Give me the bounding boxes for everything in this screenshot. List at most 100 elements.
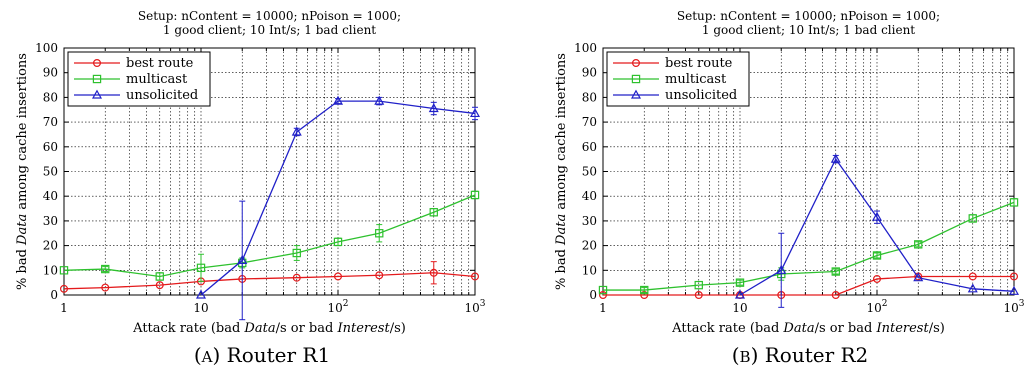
circle-marker <box>694 291 703 300</box>
circle-marker <box>1009 272 1018 281</box>
label-part: Data <box>15 214 30 246</box>
square-marker <box>631 74 641 84</box>
legend-label: unsolicited <box>665 88 737 103</box>
legend-label: best route <box>126 56 194 71</box>
y-tick-label: 0 <box>589 288 597 302</box>
series-line <box>603 201 1015 291</box>
square-marker <box>735 278 745 287</box>
triangle-marker <box>91 89 103 99</box>
circle-marker <box>831 291 840 300</box>
circle-marker <box>155 281 164 290</box>
series-unsolicited <box>195 95 481 321</box>
caption-part: ( <box>194 343 202 367</box>
tick-exponent: 2 <box>882 299 888 309</box>
circle-marker <box>375 271 384 280</box>
x-tick-label: 103 <box>464 299 485 315</box>
y-tick-label: 70 <box>43 115 58 129</box>
caption-part: ( <box>732 343 740 367</box>
tick-exponent: 3 <box>480 299 486 309</box>
x-axis-label: Attack rate (bad Data/s or bad Interest/… <box>671 321 945 336</box>
label-part: Data <box>554 214 569 246</box>
circle-marker <box>471 272 480 281</box>
square-marker <box>640 285 649 295</box>
triangle-marker <box>913 272 924 282</box>
legend-label: multicast <box>665 72 727 87</box>
circle-marker <box>59 284 68 293</box>
y-tick-label: 100 <box>574 41 597 55</box>
square-marker <box>1009 198 1019 207</box>
triangle-marker <box>428 103 439 113</box>
panel-caption: (A) Router R1 <box>194 343 330 367</box>
triangle-marker <box>332 95 344 105</box>
y-tick-label: 90 <box>43 66 58 80</box>
tick-base: 10 <box>464 301 479 315</box>
series-line <box>63 272 476 290</box>
x-tick-label: 102 <box>866 299 887 315</box>
y-tick-label: 0 <box>50 288 58 302</box>
tick-base: 10 <box>1003 301 1018 315</box>
square-marker <box>92 74 102 84</box>
label-part: /s or bad <box>276 321 338 336</box>
series-best-route <box>598 272 1018 300</box>
label-part: Attack rate (bad <box>132 321 244 336</box>
series-unsolicited <box>734 153 1020 308</box>
y-tick-label: 40 <box>43 189 58 203</box>
y-tick-label: 30 <box>582 214 597 228</box>
y-axis-label: % bad Data among cache insertions <box>554 53 569 290</box>
label-part: among cache insertions <box>554 53 569 214</box>
label-part: /s) <box>929 321 945 336</box>
y-tick-label: 70 <box>582 115 597 129</box>
triangle-marker <box>776 264 787 274</box>
label-part: /s or bad <box>815 321 877 336</box>
x-axis-label: Attack rate (bad Data/s or bad Interest/… <box>132 321 406 336</box>
caption-part: A <box>201 348 213 366</box>
square-marker <box>429 208 438 217</box>
x-tick-label: 103 <box>1003 299 1024 315</box>
tick-base: 10 <box>866 301 881 315</box>
x-tick-label: 1 <box>60 301 68 315</box>
triangle-marker <box>830 153 841 163</box>
x-tick-label: 1 <box>599 301 607 315</box>
triangle-marker <box>1008 285 1020 295</box>
y-tick-label: 80 <box>43 90 58 104</box>
label-part: % bad <box>15 245 30 290</box>
y-tick-label: 50 <box>582 165 597 179</box>
label-part: Attack rate (bad <box>671 321 783 336</box>
triangle-marker <box>237 254 248 265</box>
square-marker <box>694 280 703 290</box>
chart-title-line: 1 good client; 10 Int/s; 1 bad client <box>163 23 376 37</box>
x-tick-label: 10 <box>193 301 208 315</box>
label-part: % bad <box>554 245 569 290</box>
triangle-marker <box>630 89 642 99</box>
triangle-marker <box>374 95 385 105</box>
y-tick-label: 30 <box>43 214 58 228</box>
tick-base: 10 <box>327 301 342 315</box>
circle-marker <box>101 283 110 292</box>
square-marker <box>470 190 480 200</box>
y-tick-label: 20 <box>582 239 597 253</box>
circle-marker <box>334 272 343 281</box>
series-best-route <box>59 261 480 293</box>
triangle-marker <box>291 126 302 136</box>
square-marker <box>968 214 977 223</box>
chart-title-line: 1 good client; 10 Int/s; 1 bad client <box>702 23 915 37</box>
x-tick-label: 102 <box>327 299 348 315</box>
triangle-marker <box>871 211 883 221</box>
square-marker <box>292 248 301 258</box>
y-tick-label: 10 <box>582 263 597 277</box>
x-tick-label: 10 <box>732 301 747 315</box>
label-part: Interest <box>875 321 929 336</box>
y-axis-label: % bad Data among cache insertions <box>15 53 30 290</box>
series-line <box>603 275 1014 296</box>
triangle-marker <box>734 289 746 299</box>
caption-part: B <box>740 348 751 366</box>
y-tick-label: 50 <box>43 165 58 179</box>
y-tick-label: 90 <box>582 66 597 80</box>
circle-marker <box>631 58 640 67</box>
caption-part: ) Router R2 <box>751 343 869 367</box>
